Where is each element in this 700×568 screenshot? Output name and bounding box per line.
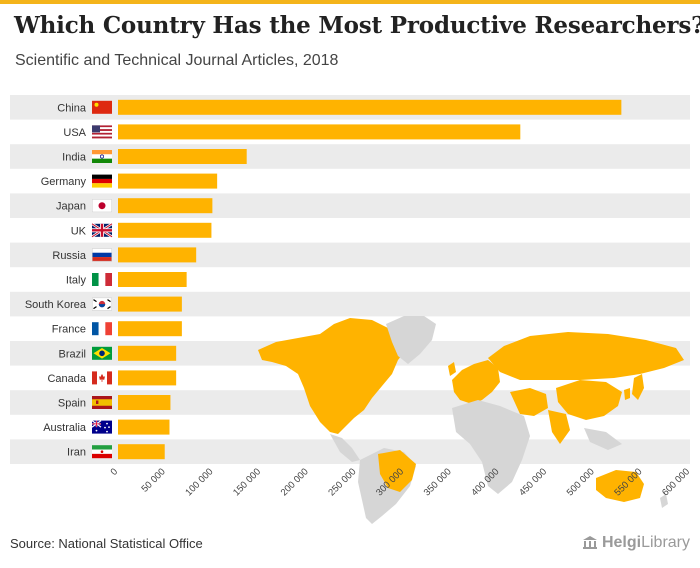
south-korea-flag-icon (92, 297, 112, 311)
category-label: China (57, 102, 87, 114)
map-new-zealand (660, 494, 668, 508)
bar-japan (118, 198, 213, 214)
map-china (556, 380, 622, 420)
brand-name-light: Library (641, 534, 690, 551)
map-uk (448, 362, 456, 376)
x-tick-label: 350 000 (422, 466, 454, 498)
map-brazil (378, 450, 416, 492)
uk-flag-icon (91, 222, 113, 238)
bar-china (118, 99, 622, 115)
source-note: Source: National Statistical Office (10, 536, 203, 551)
category-label: Canada (47, 373, 86, 385)
x-tick-label: 450 000 (517, 466, 549, 498)
bar-india (118, 149, 247, 164)
bar-spain (118, 395, 171, 410)
world-map (258, 316, 684, 524)
map-se-asia (584, 428, 622, 450)
map-central-america (330, 434, 360, 462)
brand-logo: HelgiLibrary (582, 534, 690, 552)
map-russia (488, 332, 684, 380)
category-label: Russia (52, 250, 87, 262)
x-tick-label: 0 (109, 466, 121, 478)
map-europe (452, 360, 500, 404)
category-label: UK (71, 225, 87, 237)
category-label: Australia (43, 422, 87, 434)
map-korea (624, 388, 630, 400)
chart-subtitle: Scientific and Technical Journal Article… (15, 52, 339, 69)
russia-flag-icon (92, 248, 112, 262)
map-india (548, 410, 570, 444)
x-tick-label: 200 000 (279, 466, 311, 498)
x-tick-label: 600 000 (660, 466, 692, 498)
x-tick-label: 50 000 (139, 466, 167, 494)
category-label: Italy (66, 275, 87, 287)
bar-chart: China USA India Germany Japan UK Russia Italy So… (10, 95, 692, 524)
china-flag-icon (92, 100, 112, 114)
bar-usa (118, 124, 521, 140)
category-label: India (62, 152, 87, 164)
category-label: France (52, 324, 86, 336)
x-tick-label: 500 000 (565, 466, 597, 498)
germany-flag-icon (92, 174, 112, 188)
brazil-flag-icon (92, 346, 112, 360)
x-tick-label: 250 000 (326, 466, 358, 498)
category-label: Iran (67, 447, 86, 459)
canada-flag-icon (92, 371, 112, 385)
bar-uk (118, 222, 212, 238)
category-label: Germany (41, 176, 87, 188)
france-flag-icon (92, 322, 112, 336)
bar-australia (118, 419, 170, 435)
category-label: South Korea (25, 299, 87, 311)
australia-flag-icon (91, 420, 112, 434)
map-africa (452, 400, 530, 494)
brand-name-bold: Helgi (601, 534, 642, 551)
map-middle-east (510, 388, 548, 416)
x-tick-label: 150 000 (231, 466, 263, 498)
bar-italy (118, 272, 187, 287)
map-greenland (386, 316, 436, 364)
japan-flag-icon (92, 199, 112, 213)
bar-brazil (118, 345, 177, 361)
category-label: Spain (58, 398, 86, 410)
map-north-america (258, 318, 406, 434)
category-label: Japan (56, 201, 86, 213)
map-japan (632, 374, 644, 400)
bar-france (118, 321, 182, 337)
bar-iran (118, 444, 165, 460)
bar-south-korea (118, 296, 182, 312)
map-australia (596, 470, 644, 502)
accent-bar (0, 0, 700, 4)
spain-flag-icon (92, 396, 112, 409)
bar-canada (118, 370, 177, 386)
india-flag-icon (92, 150, 112, 163)
chart-title: Which Country Has the Most Productive Re… (14, 12, 700, 39)
bar-russia (118, 247, 197, 263)
category-label: Brazil (58, 348, 86, 360)
italy-flag-icon (92, 273, 112, 286)
library-building-icon (582, 536, 597, 549)
usa-flag-icon (92, 125, 112, 139)
x-tick-label: 100 000 (183, 466, 215, 498)
iran-flag-icon (92, 445, 112, 459)
bar-germany (118, 173, 218, 189)
category-label: USA (63, 127, 86, 139)
